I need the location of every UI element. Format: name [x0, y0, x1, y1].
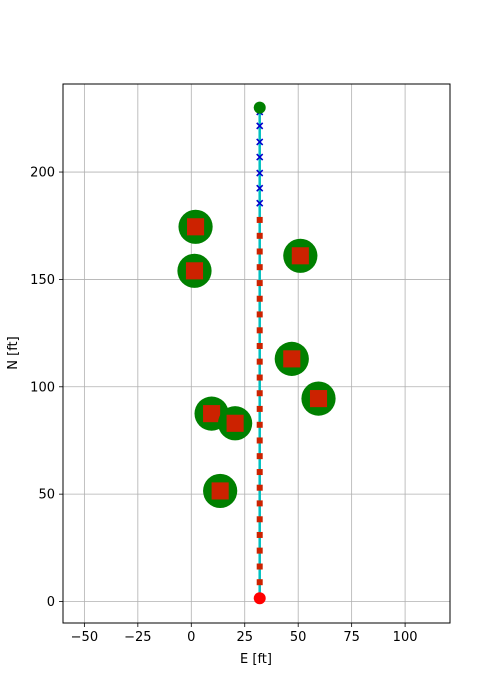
waypoint-x-stroke [256, 122, 264, 130]
obstacle-square [185, 262, 204, 280]
waypoint-square [256, 563, 263, 570]
waypoint-square [256, 295, 263, 302]
waypoint-x-stroke [256, 153, 264, 161]
x-tick-label: −25 [124, 630, 151, 645]
waypoint-x-stroke [256, 199, 264, 207]
waypoint-square [256, 342, 263, 349]
goal-marker [253, 101, 266, 114]
waypoint-x [256, 122, 264, 130]
x-axis-label: E [ft] [240, 652, 272, 667]
x-tick-label: 25 [236, 630, 253, 645]
obstacle-square [309, 390, 328, 408]
waypoint-square [256, 358, 263, 365]
waypoint-square [256, 500, 263, 507]
obstacle-square [203, 405, 221, 423]
waypoint-square [256, 516, 263, 523]
waypoint-x-stroke [256, 169, 264, 177]
x-tick-label: 50 [290, 630, 307, 645]
waypoints [253, 101, 266, 605]
waypoint-x [256, 199, 264, 207]
obstacle-square [211, 482, 229, 500]
obstacle-square [187, 218, 205, 236]
y-tick-label: 150 [30, 273, 55, 288]
obstacle-square [283, 350, 301, 368]
waypoint-square [256, 216, 263, 223]
x-tick-label: −50 [71, 630, 98, 645]
plot-frame [62, 83, 451, 624]
grid [63, 84, 450, 623]
waypoint-square [256, 531, 263, 538]
obstacle-square [291, 247, 309, 265]
waypoint-x [256, 153, 264, 161]
waypoint-square [256, 390, 263, 397]
waypoint-square [256, 405, 263, 412]
waypoint-square [256, 327, 263, 334]
waypoint-square [256, 280, 263, 287]
waypoint-x-stroke [256, 184, 264, 192]
obstacle-square [226, 414, 244, 432]
start-marker [253, 592, 266, 605]
waypoint-x [256, 169, 264, 177]
x-tick-label: 100 [393, 630, 418, 645]
waypoint-x [256, 184, 264, 192]
y-tick-label: 0 [47, 595, 55, 610]
waypoint-square [256, 248, 263, 255]
obstacles [177, 209, 336, 509]
waypoint-square [256, 484, 263, 491]
waypoint-square [256, 579, 263, 586]
x-tick-label: 75 [343, 630, 360, 645]
y-tick-label: 50 [38, 488, 55, 503]
waypoint-square [256, 547, 263, 554]
ticks: −50 −25 0 25 50 75 100 0 50 100 150 200 [30, 166, 417, 645]
waypoint-square [256, 453, 263, 460]
waypoint-square [256, 374, 263, 381]
x-tick-label: 0 [187, 630, 195, 645]
waypoint-square [256, 421, 263, 428]
waypoint-square [256, 264, 263, 271]
waypoint-square [256, 437, 263, 444]
waypoint-square [256, 469, 263, 476]
waypoint-x-stroke [256, 138, 264, 146]
y-axis-label: N [ft] [6, 336, 21, 369]
waypoint-x [256, 138, 264, 146]
waypoint-square [256, 311, 263, 318]
waypoint-square [256, 232, 263, 239]
y-tick-label: 200 [30, 166, 55, 181]
y-tick-label: 100 [30, 380, 55, 395]
